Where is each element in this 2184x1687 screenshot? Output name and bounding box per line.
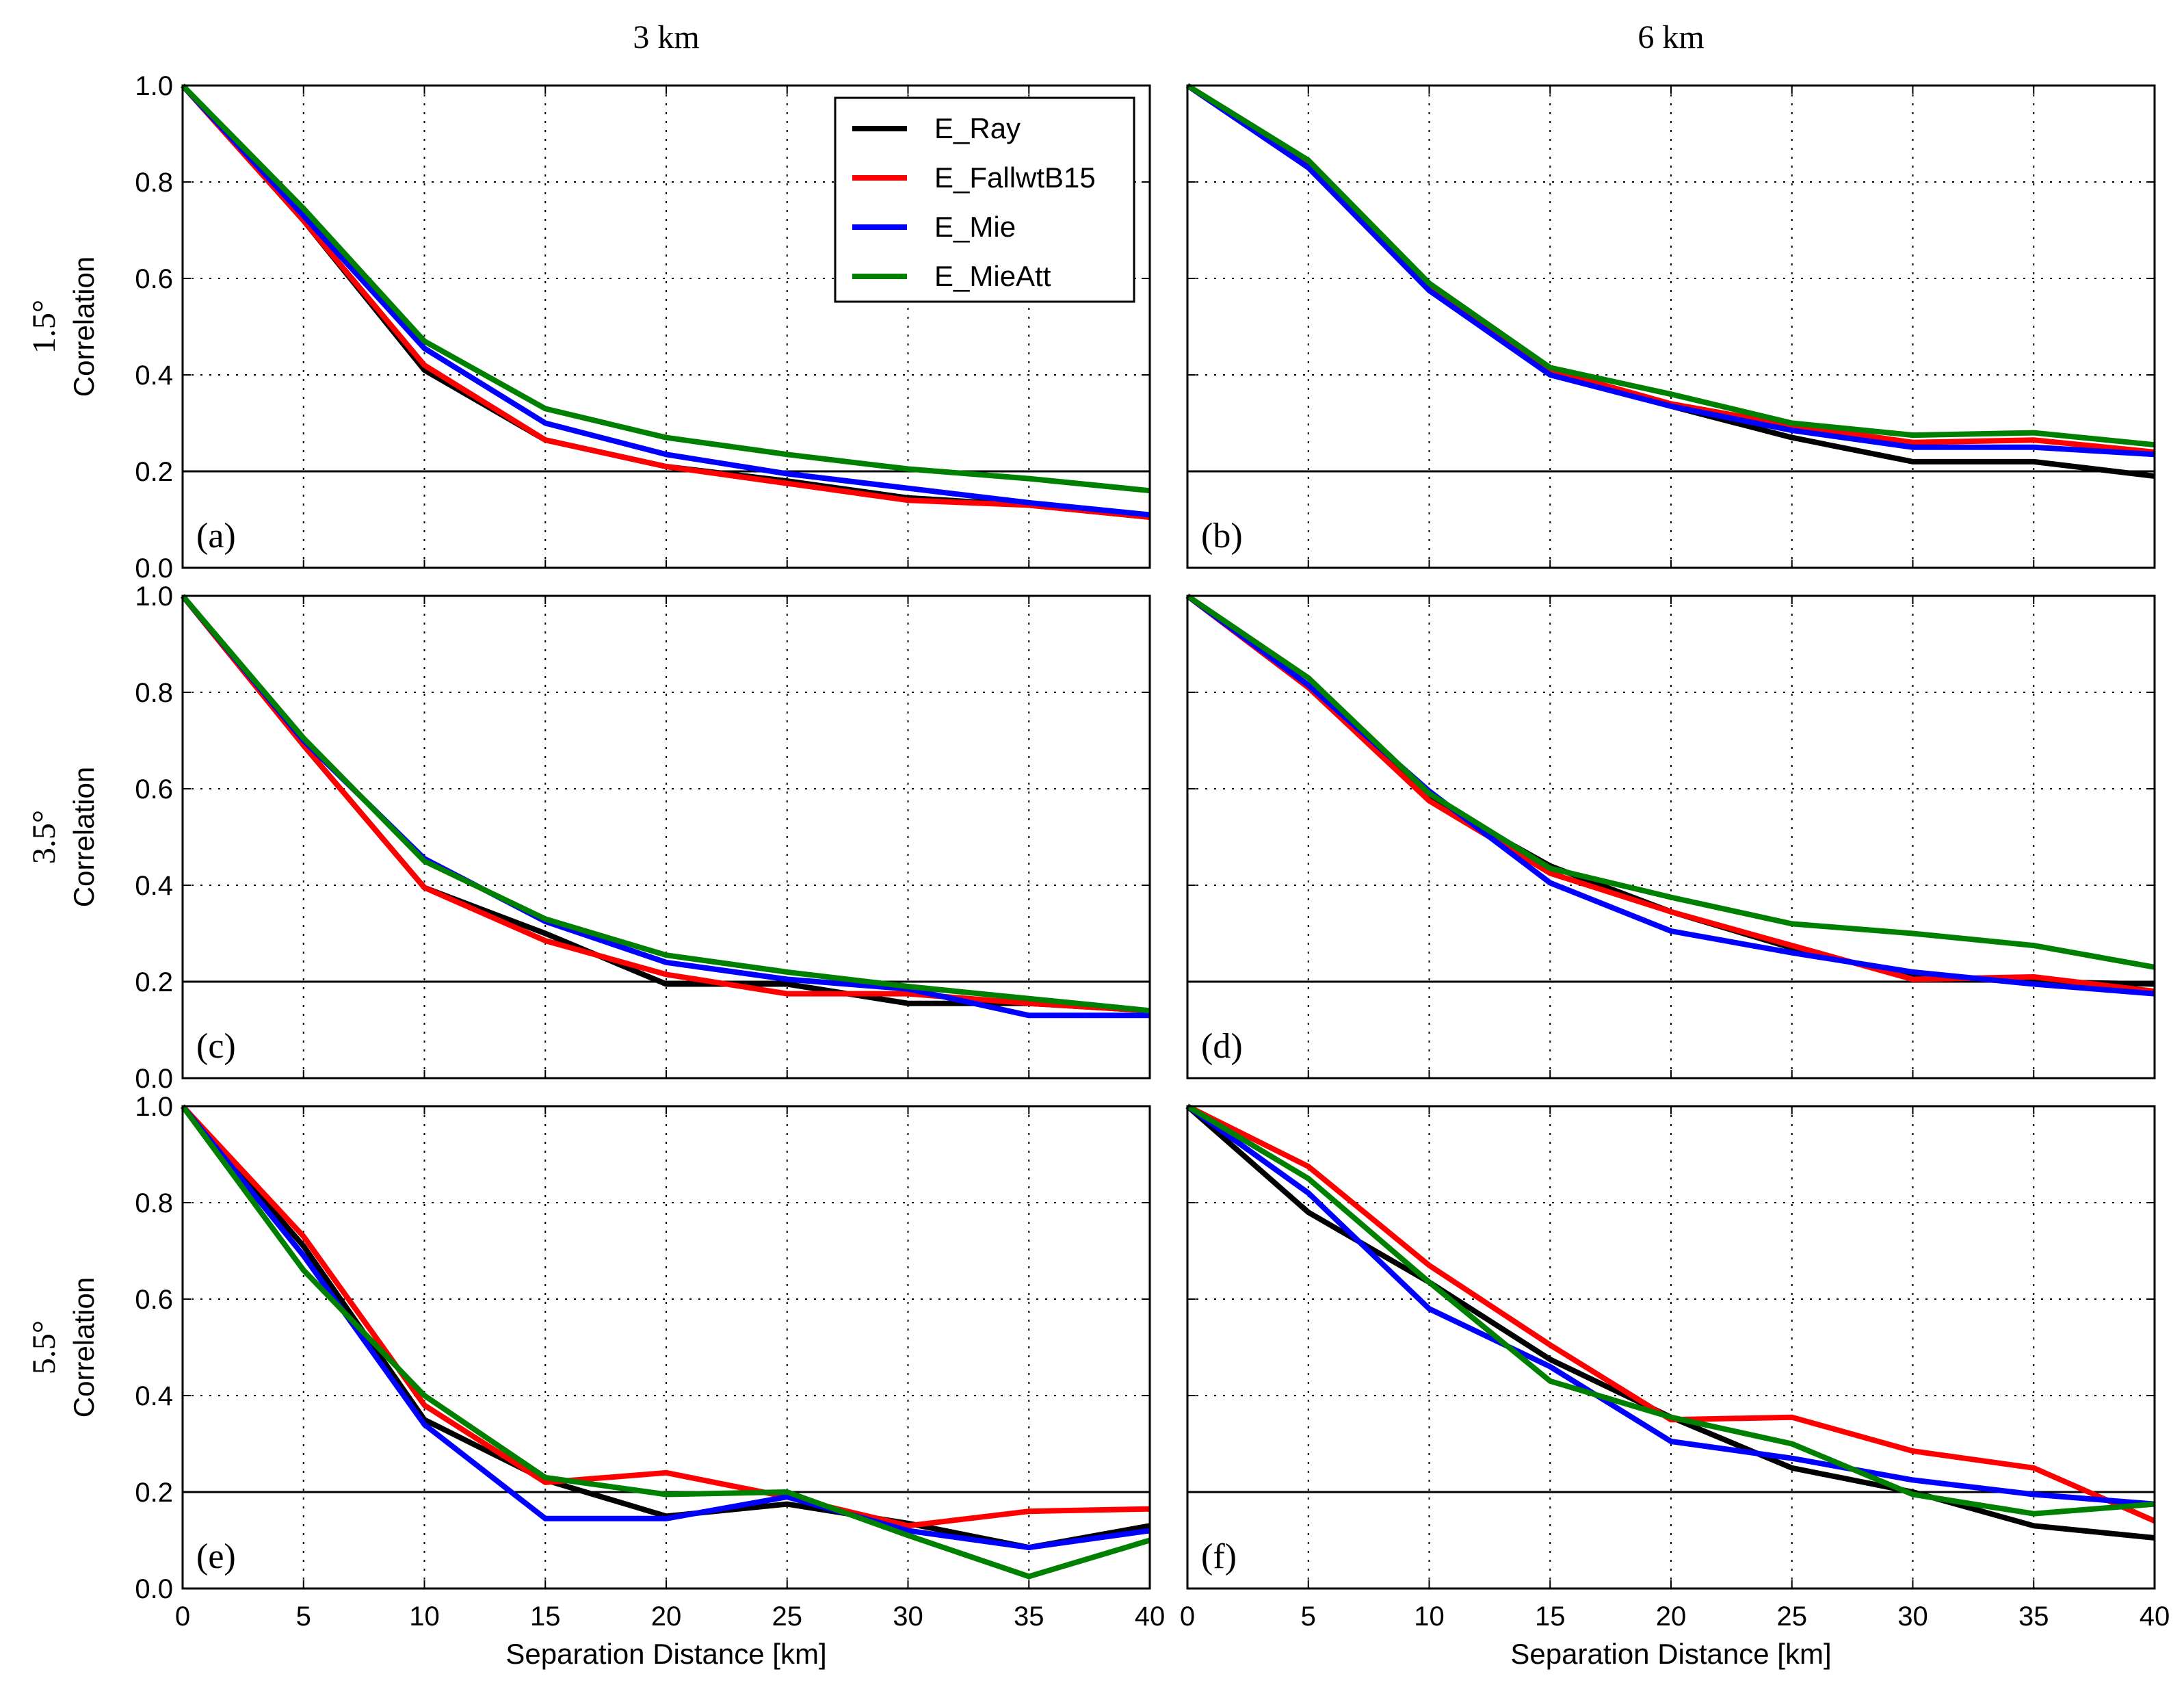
y-tick-label: 0.2 — [135, 1478, 173, 1508]
panel-label: (a) — [196, 516, 236, 555]
x-tick-label: 35 — [1014, 1601, 1044, 1632]
x-tick-label: 40 — [2140, 1601, 2170, 1632]
x-tick-label: 25 — [1777, 1601, 1808, 1632]
series-line-e-mie — [1185, 1103, 2155, 1507]
series-line-e-mieatt — [1185, 1103, 2155, 1517]
headers-layer: 3 km 6 km 1.5° 3.5° 5.5° — [26, 19, 1705, 1374]
x-tick-label: 40 — [1135, 1601, 1166, 1632]
y-tick-label: 0.0 — [135, 1064, 173, 1094]
x-tick-label: 5 — [296, 1601, 311, 1632]
legend-label-e-mieatt: E_MieAtt — [934, 260, 1051, 292]
legend-label-e-fallwtb15: E_FallwtB15 — [934, 161, 1096, 194]
y-tick-label: 0.6 — [135, 774, 173, 805]
series-line-e-mie — [1185, 593, 2155, 997]
row-header: 5.5° — [26, 1320, 62, 1374]
ticks — [182, 85, 1150, 568]
ticks — [182, 1106, 1150, 1589]
x-tick-label: 35 — [2018, 1601, 2049, 1632]
column-header: 3 km — [633, 19, 699, 55]
panel-f: 0 5 10 15 20 25 30 35 40 Separation Distance [km]… — [1180, 1103, 2170, 1670]
legend-label-e-mie: E_Mie — [934, 211, 1016, 243]
y-tick-label: 0.6 — [135, 1285, 173, 1315]
panel-label: (c) — [196, 1027, 236, 1066]
y-axis-title: Correlation — [68, 257, 100, 397]
series-line-e-mieatt — [180, 594, 1150, 1014]
ticks — [1187, 85, 2155, 568]
series-group — [1185, 83, 2155, 479]
x-axis-title: Separation Distance [km] — [1510, 1638, 1831, 1670]
x-tick-label: 20 — [651, 1601, 682, 1632]
ticks — [1187, 1106, 2155, 1589]
legend-label-e-ray: E_Ray — [934, 112, 1021, 144]
y-tick-label: 0.4 — [135, 871, 173, 901]
series-group — [1185, 1103, 2156, 1541]
ticks — [182, 595, 1150, 1079]
panel-label: (e) — [196, 1537, 236, 1576]
x-tick-label: 30 — [893, 1601, 923, 1632]
row-header: 3.5° — [26, 810, 62, 864]
series-line-e-mieatt — [180, 1104, 1151, 1580]
x-axis-title: Separation Distance [km] — [505, 1638, 826, 1670]
x-tick-label: 15 — [530, 1601, 561, 1632]
y-tick-label: 0.4 — [135, 361, 173, 391]
x-tick-label: 5 — [1301, 1601, 1316, 1632]
y-tick-label: 0.8 — [135, 168, 173, 198]
x-tick-label: 0 — [1180, 1601, 1195, 1632]
series-line-e-mieatt — [1185, 593, 2155, 970]
x-tick-label: 20 — [1656, 1601, 1687, 1632]
x-tick-label: 10 — [409, 1601, 440, 1632]
y-tick-label: 0.6 — [135, 264, 173, 294]
series-group — [180, 594, 1150, 1019]
series-line-e-mie — [1185, 83, 2155, 458]
y-tick-label: 0.8 — [135, 1188, 173, 1218]
series-group — [1185, 593, 2155, 997]
panel-e: 0.0 0.2 0.4 0.6 0.8 1.0 Correlation 0 5 10 15 20 25 3… — [68, 1092, 1165, 1670]
y-tick-label: 0.2 — [135, 457, 173, 487]
x-tick-label: 30 — [1897, 1601, 1928, 1632]
x-tick-label: 15 — [1535, 1601, 1566, 1632]
y-tick-label: 0.2 — [135, 967, 173, 997]
series-line-e-mie — [181, 83, 1150, 518]
panel-d: (d) — [1185, 593, 2156, 1080]
y-tick-label: 1.0 — [135, 1092, 173, 1122]
x-tick-label: 0 — [175, 1601, 190, 1632]
y-axis-title: Correlation — [68, 767, 100, 907]
series-line-e-mieatt — [1185, 83, 2155, 448]
series-group — [180, 1104, 1151, 1580]
y-tick-label: 0.0 — [135, 553, 173, 584]
x-tick-label: 25 — [772, 1601, 803, 1632]
y-tick-label: 1.0 — [135, 71, 173, 101]
panel-label: (d) — [1201, 1027, 1243, 1066]
series-line-e-fallwtb15 — [181, 83, 1150, 520]
series-line-e-fallwtb15 — [181, 1104, 1150, 1529]
y-axis-title: Correlation — [68, 1277, 100, 1417]
panel-label: (b) — [1201, 516, 1243, 555]
legend-layer: E_Ray E_FallwtB15 E_Mie E_MieAtt — [834, 96, 1135, 303]
series-line-e-fallwtb15 — [180, 594, 1150, 1014]
ticks — [1187, 595, 2155, 1079]
y-tick-label: 0.8 — [135, 678, 173, 708]
row-header: 1.5° — [26, 300, 62, 354]
column-header: 6 km — [1637, 19, 1704, 55]
series-line-e-mieatt — [181, 83, 1150, 494]
y-tick-label: 0.4 — [135, 1381, 173, 1411]
y-tick-label: 0.0 — [135, 1574, 173, 1604]
panel-c: 0.0 0.2 0.4 0.6 0.8 1.0 Correlation (c) — [68, 581, 1151, 1094]
panel-b: (b) — [1185, 83, 2156, 569]
series-group — [181, 83, 1150, 520]
x-tick-label: 10 — [1414, 1601, 1445, 1632]
panel-label: (f) — [1201, 1537, 1237, 1576]
legend: E_Ray E_FallwtB15 E_Mie E_MieAtt — [834, 96, 1135, 303]
legend-box — [834, 96, 1135, 303]
y-tick-label: 1.0 — [135, 581, 173, 612]
